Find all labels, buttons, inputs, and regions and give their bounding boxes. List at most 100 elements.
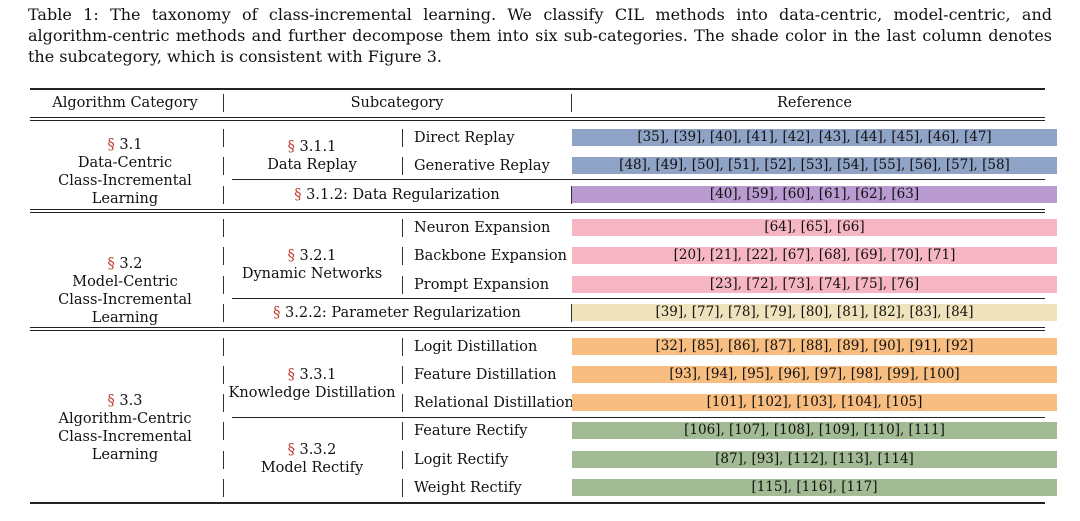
divider	[223, 422, 224, 440]
section-symbol: §	[287, 139, 295, 155]
divider	[402, 157, 403, 175]
divider	[402, 451, 403, 469]
category-num: 3.1	[119, 137, 143, 153]
divider	[223, 304, 224, 322]
divider	[571, 304, 572, 322]
divider	[223, 247, 224, 265]
reference-bar: [40], [59], [60], [61], [62], [63]	[572, 186, 1057, 203]
section-symbol: §	[294, 187, 302, 203]
reference-bar: [23], [72], [73], [74], [75], [76]	[572, 276, 1057, 293]
section-rule	[30, 330, 1045, 331]
span-label: 3.1.2: Data Regularization	[306, 187, 500, 203]
span-3-1-2: § 3.1.2: Data Regularization	[224, 186, 570, 204]
category-3-1: § 3.1 Data-Centric Class-Incremental Lea…	[30, 136, 220, 208]
section-symbol: §	[287, 442, 295, 458]
category-3-3: § 3.3 Algorithm-Centric Class-Incrementa…	[30, 392, 220, 464]
category-line1: Model-Centric	[72, 274, 178, 290]
category-line1: Data-Centric	[77, 155, 173, 171]
divider	[402, 422, 403, 440]
row-label: Feature Distillation	[414, 367, 557, 383]
header-rule	[30, 117, 1045, 118]
section-symbol: §	[273, 305, 281, 321]
category-line2: Class-Incremental Learning	[58, 429, 192, 463]
category-line1: Algorithm-Centric	[58, 411, 192, 427]
group-num: 3.3.1	[299, 367, 337, 383]
divider	[223, 338, 224, 356]
category-num: 3.3	[119, 393, 143, 409]
group-3-3-1: § 3.3.1 Knowledge Distillation	[224, 366, 400, 402]
row-rule	[232, 298, 1045, 299]
reference-bar: [87], [93], [112], [113], [114]	[572, 451, 1057, 468]
header-subcategory: Subcategory	[350, 95, 444, 111]
section-symbol: §	[107, 393, 115, 409]
divider	[223, 479, 224, 497]
group-name: Knowledge Distillation	[228, 385, 396, 401]
row-rule	[232, 179, 1045, 180]
divider	[402, 366, 403, 384]
divider	[402, 276, 403, 294]
divider	[402, 479, 403, 497]
reference-bar: [64], [65], [66]	[572, 219, 1057, 236]
reference-bar: [101], [102], [103], [104], [105]	[572, 394, 1057, 411]
divider	[223, 94, 224, 112]
group-3-3-2: § 3.3.2 Model Rectify	[224, 441, 400, 477]
category-num: 3.2	[119, 256, 143, 272]
divider	[223, 276, 224, 294]
group-num: 3.2.1	[299, 248, 337, 264]
divider	[402, 219, 403, 237]
top-rule	[30, 88, 1045, 90]
row-label: Neuron Expansion	[414, 220, 551, 236]
reference-bar: [39], [77], [78], [79], [80], [81], [82]…	[572, 304, 1057, 321]
row-label: Weight Rectify	[414, 480, 522, 496]
reference-bar: [20], [21], [22], [67], [68], [69], [70]…	[572, 247, 1057, 264]
row-label: Feature Rectify	[414, 423, 528, 439]
divider	[402, 338, 403, 356]
span-label: 3.2.2: Parameter Regularization	[285, 305, 521, 321]
group-name: Model Rectify	[260, 460, 364, 476]
reference-bar: [32], [85], [86], [87], [88], [89], [90]…	[572, 338, 1057, 355]
row-label: Logit Distillation	[414, 339, 538, 355]
section-symbol: §	[107, 256, 115, 272]
category-line2: Class-Incremental Learning	[58, 292, 192, 326]
reference-bar: [93], [94], [95], [96], [97], [98], [99]…	[572, 366, 1057, 383]
divider	[571, 94, 572, 112]
row-label: Prompt Expansion	[414, 277, 550, 293]
category-line2: Class-Incremental Learning	[58, 173, 192, 207]
divider	[223, 219, 224, 237]
divider	[223, 157, 224, 175]
row-label: Backbone Expansion	[414, 248, 567, 264]
divider	[223, 394, 224, 412]
reference-bar: [115], [116], [117]	[572, 479, 1057, 496]
section-rule	[30, 212, 1045, 213]
section-symbol: §	[287, 248, 295, 264]
row-label: Relational Distillation	[414, 395, 574, 411]
group-3-1-1: § 3.1.1 Data Replay	[224, 138, 400, 174]
section-symbol: §	[287, 367, 295, 383]
divider	[223, 186, 224, 204]
category-3-2: § 3.2 Model-Centric Class-Incremental Le…	[30, 255, 220, 327]
section-rule	[30, 327, 1045, 328]
row-label: Logit Rectify	[414, 452, 509, 468]
divider	[402, 129, 403, 147]
bottom-rule	[30, 502, 1045, 504]
section-rule	[30, 209, 1045, 210]
header-rule	[30, 120, 1045, 121]
divider	[223, 129, 224, 147]
reference-bar: [48], [49], [50], [51], [52], [53], [54]…	[572, 157, 1057, 174]
reference-bar: [106], [107], [108], [109], [110], [111]	[572, 422, 1057, 439]
divider	[402, 394, 403, 412]
row-label: Generative Replay	[414, 158, 550, 174]
group-num: 3.1.1	[299, 139, 337, 155]
row-label: Direct Replay	[414, 130, 515, 146]
divider	[223, 366, 224, 384]
group-num: 3.3.2	[299, 442, 337, 458]
group-3-2-1: § 3.2.1 Dynamic Networks	[224, 247, 400, 283]
divider	[571, 186, 572, 204]
divider	[223, 451, 224, 469]
group-name: Data Replay	[267, 157, 357, 173]
header-reference: Reference	[777, 95, 852, 111]
table-caption: Table 1: The taxonomy of class-increment…	[28, 5, 1052, 66]
divider	[402, 247, 403, 265]
header-category: Algorithm Category	[52, 95, 198, 111]
span-3-2-2: § 3.2.2: Parameter Regularization	[224, 304, 570, 322]
